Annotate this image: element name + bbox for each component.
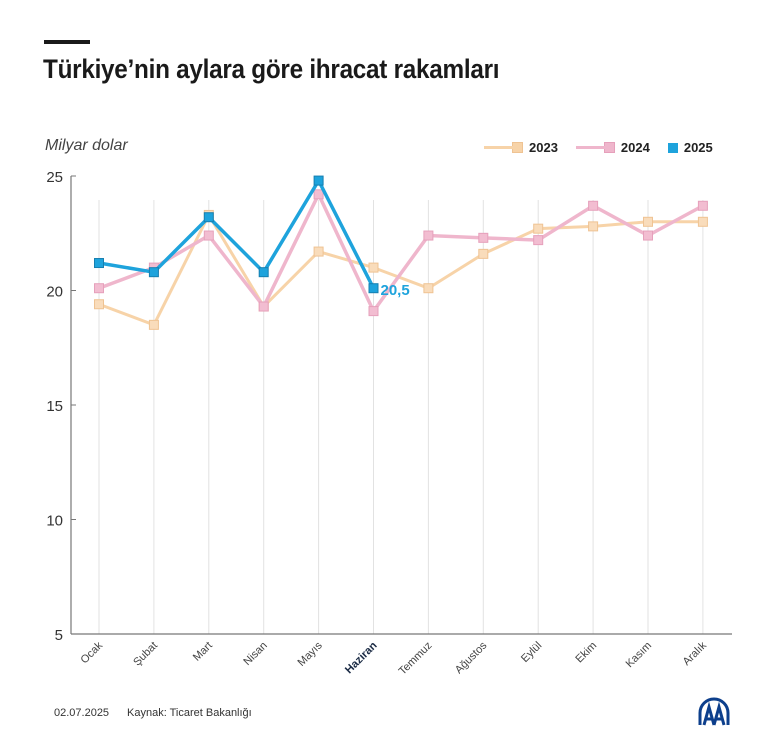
data-point-2023 (533, 223, 544, 234)
aa-logo-icon (698, 697, 730, 726)
data-point-2025 (313, 175, 324, 186)
line-chart: 5 10 15 20 25 Ocak Şubat Mart Nisan Mayıs Haziran T… (46, 169, 732, 678)
data-point-2025 (368, 283, 379, 294)
x-tick-label: Mayıs (295, 639, 325, 669)
data-point-2024 (478, 232, 489, 243)
legend-line-2024-icon (575, 146, 606, 149)
y-tick-label: 10 (46, 513, 63, 530)
data-point-2024 (203, 230, 214, 241)
series-line-2025 (98, 176, 376, 290)
x-tick-label: Nisan (241, 640, 269, 668)
data-point-2023 (697, 216, 708, 227)
data-point-2023 (588, 221, 599, 232)
data-point-2025 (258, 267, 269, 278)
data-point-2023 (423, 283, 434, 294)
data-point-2023 (478, 248, 489, 259)
legend-item-2025: 2025 (667, 140, 713, 155)
x-tick-label: Kasım (624, 640, 655, 671)
y-tick-label: 20 (46, 284, 63, 301)
x-tick-label: Mart (191, 640, 215, 664)
data-point-2024 (258, 301, 269, 312)
data-point-2024 (94, 283, 104, 294)
legend-marker-2025-icon (667, 142, 678, 153)
y-tick-label: 5 (55, 627, 63, 644)
source-credit: Kaynak: Ticaret Bakanlığı (127, 707, 252, 719)
series-line-2024 (98, 190, 704, 315)
data-point-2024 (588, 200, 599, 211)
legend-line-2023-icon (484, 146, 514, 149)
data-point-2023 (313, 246, 324, 257)
series-line-2023 (98, 211, 703, 327)
legend-item-2024: 2024 (575, 140, 650, 155)
x-tick-label: Ağustos (453, 639, 490, 676)
y-axis-label: Milyar dolar (45, 137, 128, 154)
data-point-2025 (148, 267, 159, 278)
publish-date: 02.07.2025 (54, 707, 110, 719)
data-point-2023 (148, 319, 159, 330)
data-point-2024 (423, 230, 434, 241)
data-point-2024 (368, 306, 379, 317)
title-accent-rule (44, 40, 90, 44)
data-point-2023 (94, 299, 104, 310)
value-annotation: 20,5 (381, 282, 410, 299)
data-point-2025 (94, 258, 104, 269)
x-tick-label: Eylül (519, 640, 544, 665)
data-point-2024 (643, 230, 653, 241)
chart-legend: 2023 2024 2025 (484, 140, 713, 155)
x-tick-label: Haziran (343, 639, 380, 676)
x-tick-label: Şubat (131, 640, 160, 669)
legend-label-2025: 2025 (683, 140, 713, 155)
legend-label-2024: 2024 (620, 140, 650, 155)
legend-item-2023: 2023 (484, 140, 558, 155)
data-point-2023 (368, 262, 379, 273)
data-point-2023 (643, 216, 653, 227)
x-tick-label: Ekim (573, 640, 599, 666)
data-point-2024 (313, 189, 324, 200)
y-tick-label: 25 (46, 169, 63, 186)
x-tick-label: Ocak (78, 639, 105, 666)
y-tick-label: 15 (46, 398, 63, 415)
x-tick-label: Aralık (681, 639, 710, 668)
page-title: Türkiye’nin aylara göre ihracat rakamlar… (43, 54, 500, 84)
x-tick-label: Temmuz (397, 640, 435, 678)
legend-label-2023: 2023 (529, 140, 558, 155)
data-point-2025 (203, 212, 214, 223)
data-point-2024 (533, 235, 544, 246)
data-point-2024 (697, 200, 708, 211)
